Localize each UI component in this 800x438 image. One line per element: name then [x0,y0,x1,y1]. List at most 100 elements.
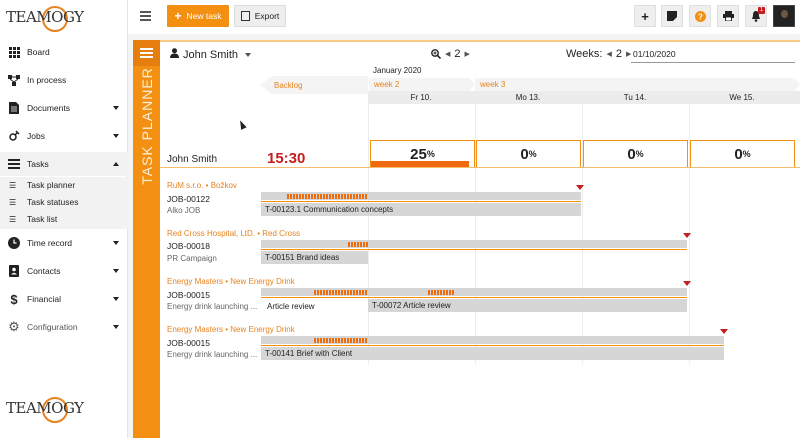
sidebar-item-configuration[interactable]: ⚙ Configuration [0,315,128,339]
chevron-down-icon [113,134,119,138]
contact-card-icon [7,264,21,278]
export-button[interactable]: Export [234,5,286,27]
utilization-cell: 0% [583,140,688,167]
zoom-decrease-icon[interactable]: ◀ [445,51,451,58]
teamogy-logo-bottom: TEAMOGY [6,397,86,423]
print-button[interactable] [717,5,739,27]
sidebar-item-label: Financial [27,294,62,304]
notification-badge: 1 [758,7,765,14]
document-icon [7,101,21,115]
zoom-control: ◀ 2 ▶ [431,48,474,60]
job-code[interactable]: JOB-00122 [167,194,210,204]
sidebar-item-financial[interactable]: $ Financial [0,287,128,311]
add-button[interactable]: + [634,5,656,27]
scheduled-hatch [287,194,367,199]
chevron-down-icon [113,106,119,110]
weeks-increase-icon[interactable]: ▶ [626,51,632,58]
date-field[interactable]: 01/10/2020 [631,49,795,63]
sidebar-item-board[interactable]: Board [0,40,128,64]
new-task-button[interactable]: + New task [167,5,229,27]
sidebar-item-label: Configuration [27,322,78,332]
backlog-tab[interactable]: Backlog [260,76,368,94]
collapse-caret-icon[interactable] [720,329,728,334]
teamogy-logo[interactable]: TEAMOGY [6,6,86,32]
utilization-cell: 25% [370,140,475,167]
weeks-decrease-icon[interactable]: ◀ [606,51,612,58]
user-avatar[interactable] [773,5,795,27]
summary-user-name: John Smith [167,154,218,165]
svg-text:?: ? [698,12,703,21]
sidebar-item-label: Jobs [27,131,45,141]
day-header: We 15. [729,93,755,102]
print-icon [722,11,734,21]
weeks-value: 2 [615,48,622,60]
sidebar-subitem-task-planner[interactable]: ☰ Task planner [9,180,76,190]
user-select[interactable]: John Smith [170,48,252,61]
job-code[interactable]: JOB-00015 [167,290,210,300]
sidebar-item-documents[interactable]: Documents [0,96,128,120]
collapse-caret-icon[interactable] [576,185,584,190]
list-icon: ☰ [9,214,17,224]
job-code[interactable]: JOB-00018 [167,241,210,251]
chevron-down-icon [113,269,119,273]
gear-icon: ⚙ [8,319,20,334]
collapse-caret-icon[interactable] [683,233,691,238]
utilization-cell: 0% [476,140,581,167]
zoom-increase-icon[interactable]: ▶ [464,51,470,58]
job-client-link[interactable]: Energy Masters • New Energy Drink [167,325,295,334]
job-description: Alko JOB [167,206,201,215]
notifications-button[interactable]: 1 [745,5,767,27]
jobs-icon [7,129,21,143]
list-icon: ☰ [9,197,17,207]
task-extra-label: Article review [267,302,315,311]
sidebar-item-label: Board [27,47,50,57]
sidebar-subitem-task-list[interactable]: ☰ Task list [9,214,58,224]
utilization-cell: 0% [690,140,795,167]
day-header-row: Fr 10. Mo 13. Tu 14. We 15. [368,91,800,104]
week-tab[interactable]: week 3 [475,78,800,91]
scheduled-hatch [348,242,368,247]
help-icon: ? [694,10,706,22]
user-icon [170,48,179,61]
sidebar-subitem-task-statuses[interactable]: ☰ Task statuses [9,197,79,207]
job-description: PR Campaign [167,254,217,263]
chevron-down-icon [113,297,119,301]
zoom-value: 2 [454,48,461,60]
collapse-caret-icon[interactable] [683,281,691,286]
planner-list-toggle[interactable] [133,40,160,66]
week-tab[interactable]: week 2 [369,78,475,91]
sidebar-item-label: Contacts [27,266,61,276]
dollar-icon: $ [10,291,18,307]
clock-icon [7,236,21,250]
task-bar[interactable]: T-00151 Brand ideas [261,251,368,264]
sidebar-item-label: Time record [27,238,73,248]
utilization-bar [371,161,469,167]
sidebar-item-jobs[interactable]: Jobs [0,124,128,148]
list-icon: ☰ [9,180,17,190]
job-client-link[interactable]: RuM s.r.o. • Božkov [167,181,237,190]
chevron-down-icon [113,241,119,245]
sidebar-item-tasks[interactable]: Tasks [0,152,128,176]
grid-icon [7,45,21,59]
sidebar: TEAMOGY Board In process Documents Jobs … [0,0,128,438]
sidebar-item-label: Documents [27,103,70,113]
help-button[interactable]: ? [689,5,711,27]
job-timeline-bar [261,288,687,296]
job-client-link[interactable]: Red Cross Hospital, LtD. • Red Cross [167,229,301,238]
task-bar[interactable]: T-00123.1 Communication concepts [261,203,581,216]
chevron-up-icon [113,162,119,166]
note-icon [667,11,677,21]
day-header: Fr 10. [410,93,432,102]
zoom-in-icon[interactable] [431,49,441,59]
sidebar-item-contacts[interactable]: Contacts [0,259,128,283]
chevron-down-icon [245,52,252,57]
task-bar[interactable]: T-00072 Article review [368,299,687,312]
menu-toggle-icon[interactable] [140,11,151,21]
task-bar[interactable]: T-00141 Brief with Client [261,347,724,360]
job-client-link[interactable]: Energy Masters • New Energy Drink [167,277,295,286]
sidebar-item-in-process[interactable]: In process [0,68,128,92]
sidebar-item-time-record[interactable]: Time record [0,231,128,255]
job-timeline-bar [261,240,687,248]
notes-button[interactable] [661,5,683,27]
job-code[interactable]: JOB-00015 [167,338,210,348]
